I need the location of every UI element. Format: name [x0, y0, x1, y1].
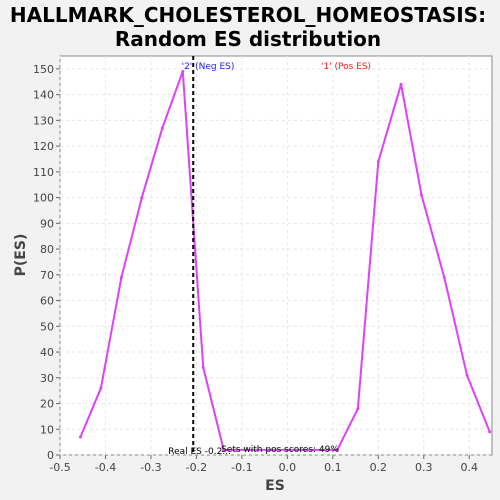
data-point — [119, 275, 123, 279]
pos-scores-label: Sets with pos scores: 49% — [221, 445, 339, 455]
data-point — [376, 160, 380, 164]
y-tick-label: 40 — [40, 346, 54, 359]
pos-es-label: '1' (Pos ES) — [321, 62, 371, 72]
y-tick-label: 140 — [33, 89, 54, 102]
data-point — [356, 407, 360, 411]
x-tick-label: -0.4 — [95, 461, 116, 474]
chart-title-line-1: HALLMARK_CHOLESTEROL_HOMEOSTASIS: — [10, 3, 486, 27]
y-tick-label: 60 — [40, 295, 54, 308]
x-tick-label: 0.2 — [370, 461, 388, 474]
data-point — [140, 196, 144, 200]
y-tick-label: 120 — [33, 140, 54, 153]
data-point — [222, 448, 226, 452]
chart-title-line-2: Random ES distribution — [115, 27, 381, 51]
y-tick-label: 10 — [40, 423, 54, 436]
x-tick-label: 0.3 — [415, 461, 433, 474]
x-tick-label: -0.5 — [49, 461, 70, 474]
y-tick-label: 70 — [40, 269, 54, 282]
annotations: Real ES -0.2... '2' (Neg ES) '1' (Pos ES) S… — [168, 56, 371, 457]
y-tick-label: 0 — [47, 449, 54, 462]
real-es-label: Real ES -0.2... — [168, 447, 231, 457]
x-axis-label: ES — [265, 478, 285, 494]
data-point — [78, 435, 82, 439]
y-tick-label: 90 — [40, 217, 54, 230]
y-tick-label: 20 — [40, 398, 54, 411]
y-tick-label: 150 — [33, 63, 54, 76]
data-point — [465, 373, 469, 377]
series-group — [78, 69, 492, 452]
data-point — [442, 275, 446, 279]
grid-lines — [59, 56, 492, 456]
x-tick-label: -0.1 — [231, 461, 252, 474]
y-tick-label: 110 — [33, 166, 54, 179]
series-line — [79, 70, 491, 451]
x-tick-label: 0.4 — [461, 461, 479, 474]
data-point — [420, 193, 424, 197]
x-tick-label: -0.3 — [140, 461, 161, 474]
data-point — [160, 126, 164, 130]
y-axis-label: P(ES) — [13, 234, 29, 277]
x-tick-label: -0.2 — [186, 461, 207, 474]
data-point — [488, 430, 492, 434]
data-point — [181, 69, 185, 73]
y-tick-label: 130 — [33, 114, 54, 127]
axes: 0 10 20 30 40 50 60 70 80 90 100 110 120 130 140 150 -0.… — [33, 63, 478, 474]
neg-es-label: '2' (Neg ES) — [182, 62, 235, 72]
plot-area — [59, 55, 493, 456]
y-tick-label: 80 — [40, 243, 54, 256]
y-tick-label: 30 — [40, 372, 54, 385]
data-point — [399, 82, 403, 86]
x-tick-label: 0.0 — [279, 461, 297, 474]
y-tick-label: 50 — [40, 320, 54, 333]
data-point — [201, 365, 205, 369]
data-point — [99, 386, 103, 390]
data-point — [335, 448, 339, 452]
x-tick-label: 0.1 — [324, 461, 342, 474]
y-tick-label: 100 — [33, 192, 54, 205]
